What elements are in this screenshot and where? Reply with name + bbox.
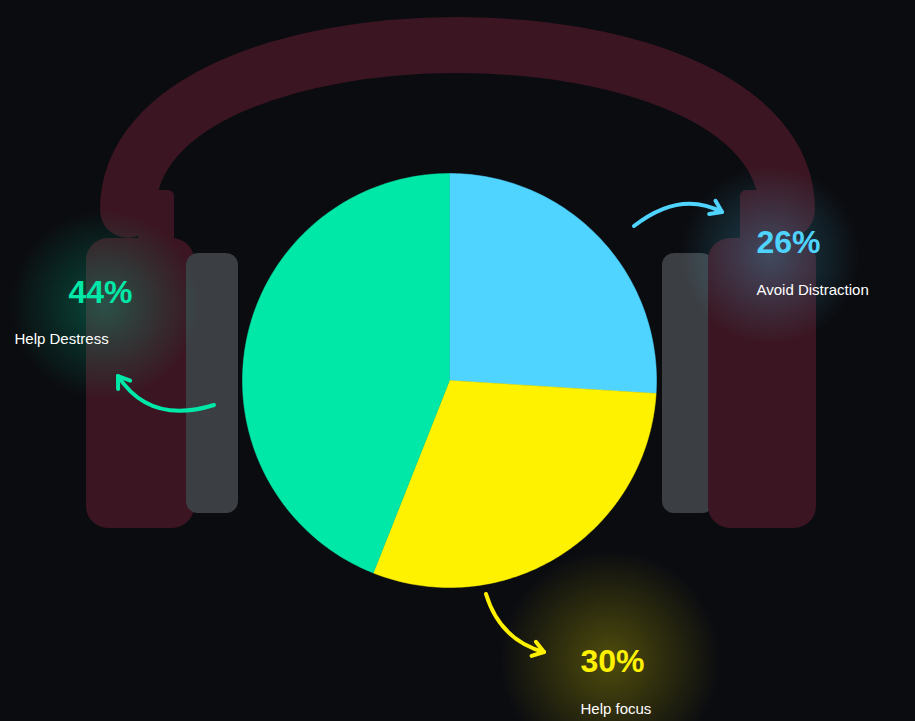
svg-text:30%: 30% (581, 643, 645, 679)
svg-text:44%: 44% (68, 274, 132, 310)
svg-text:Avoid Distraction: Avoid Distraction (757, 281, 869, 298)
svg-text:26%: 26% (757, 224, 821, 260)
svg-text:Help focus: Help focus (581, 700, 652, 717)
svg-text:Help Destress: Help Destress (15, 330, 109, 347)
